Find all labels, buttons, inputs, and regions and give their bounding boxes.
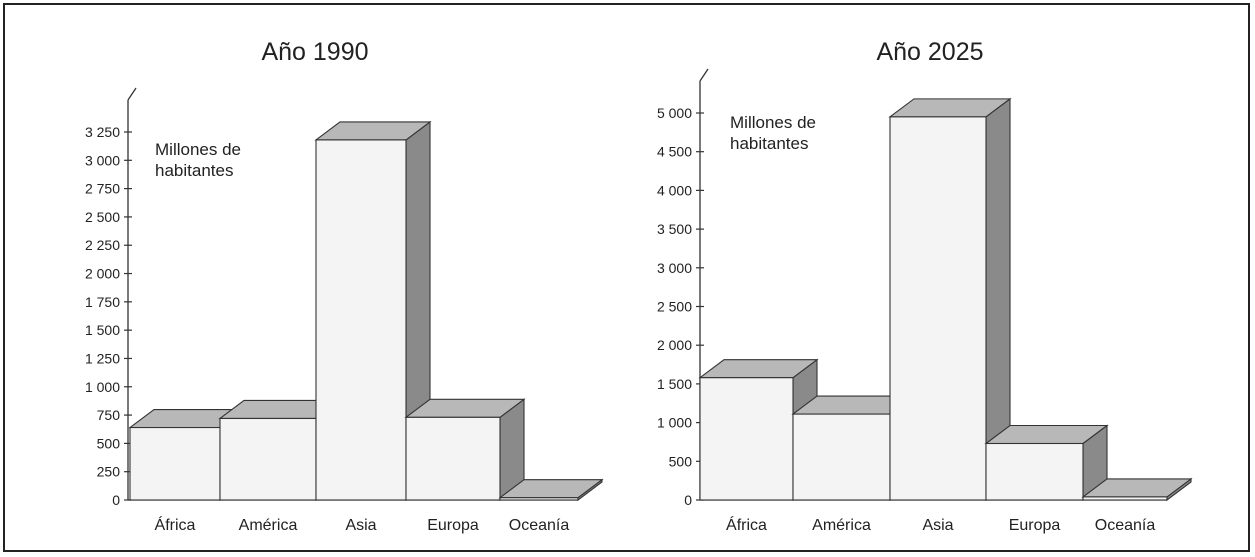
category-label: América [239, 517, 298, 534]
y-tick-label: 0 [112, 492, 120, 508]
chart-title: Año 2025 [876, 38, 983, 66]
y-tick-label: 2 500 [657, 299, 692, 315]
y-axis-tail [127, 87, 137, 101]
chart-title: Año 1990 [261, 38, 368, 66]
y-tick-label: 1 250 [85, 350, 120, 366]
bar [792, 413, 891, 501]
y-tick-label: 750 [97, 407, 121, 423]
y-tick-label: 500 [97, 435, 121, 451]
bar [889, 116, 987, 501]
bar [129, 426, 221, 501]
category-label: Asia [345, 517, 376, 534]
y-axis-unit-label: Millones de [155, 140, 241, 159]
y-tick-label: 2 000 [85, 266, 120, 282]
category-label: Oceanía [509, 517, 570, 534]
y-axis-unit-label: habitantes [730, 134, 808, 153]
chart-0: Año 1990 0 250 500 750 1 000 1 250 1 500 1 750 2 … [85, 38, 604, 534]
y-tick-label: 3 000 [85, 152, 120, 168]
y-tick-label: 4 500 [657, 144, 692, 160]
y-tick-label: 1 500 [657, 376, 692, 392]
y-tick-label: 250 [97, 464, 121, 480]
y-tick-label: 3 250 [85, 124, 120, 140]
bar [699, 377, 794, 501]
category-label: Asia [922, 517, 953, 534]
y-tick-label: 0 [684, 492, 692, 508]
bar [219, 417, 317, 501]
y-tick-label: 1 500 [85, 322, 120, 338]
category-label: América [812, 517, 871, 534]
bar [315, 139, 407, 501]
bar [1082, 496, 1168, 501]
y-tick-label: 500 [669, 453, 693, 469]
y-tick-label: 1 000 [657, 415, 692, 431]
bar [985, 442, 1084, 501]
category-label: Europa [1009, 517, 1061, 534]
y-axis-tail [699, 68, 709, 82]
bar [405, 416, 501, 501]
y-tick-label: 3 000 [657, 260, 692, 276]
y-tick-label: 2 500 [85, 209, 120, 225]
category-label: Oceanía [1095, 517, 1156, 534]
y-tick-label: 1 000 [85, 379, 120, 395]
category-label: Europa [427, 517, 479, 534]
y-tick-label: 2 250 [85, 237, 120, 253]
y-tick-label: 2 750 [85, 181, 120, 197]
y-tick-label: 3 500 [657, 221, 692, 237]
y-tick-label: 1 750 [85, 294, 120, 310]
y-tick-label: 4 000 [657, 182, 692, 198]
y-tick-label: 2 000 [657, 337, 692, 353]
category-label: África [726, 515, 767, 534]
category-label: África [155, 515, 196, 534]
y-axis-unit-label: habitantes [155, 161, 233, 180]
y-tick-label: 5 000 [657, 105, 692, 121]
y-axis-unit-label: Millones de [730, 113, 816, 132]
bar [499, 497, 579, 501]
chart-1: Año 2025 0 500 1 000 1 500 2 000 2 500 3 000 3 5… [657, 38, 1193, 534]
